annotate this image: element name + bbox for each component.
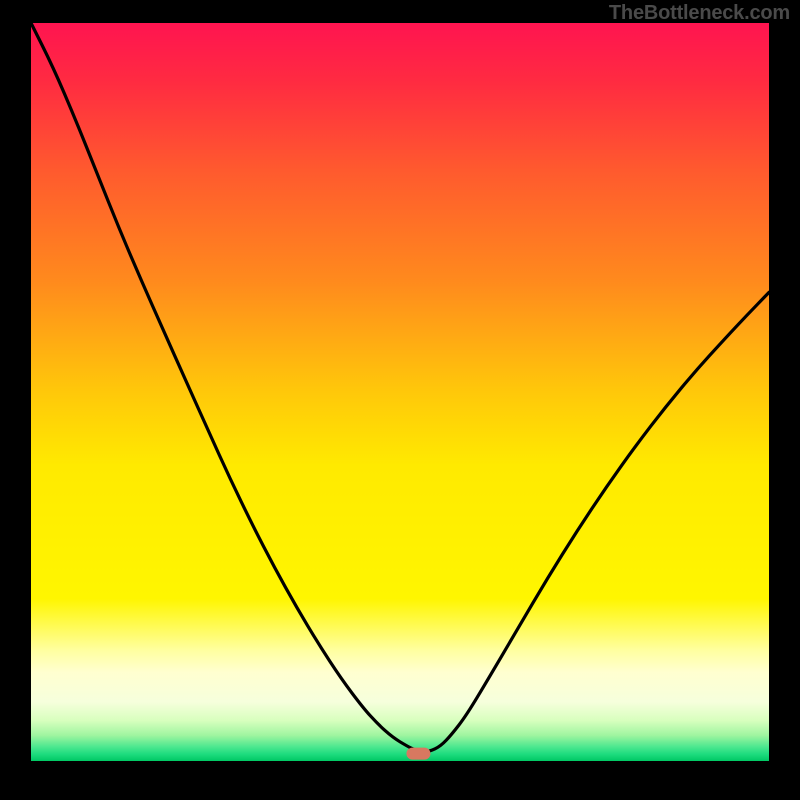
optimum-marker — [406, 748, 430, 760]
plot-area — [31, 23, 769, 761]
watermark-text: TheBottleneck.com — [609, 2, 790, 25]
bottleneck-curve-chart — [0, 0, 800, 800]
chart-stage: TheBottleneck.com — [0, 0, 800, 800]
